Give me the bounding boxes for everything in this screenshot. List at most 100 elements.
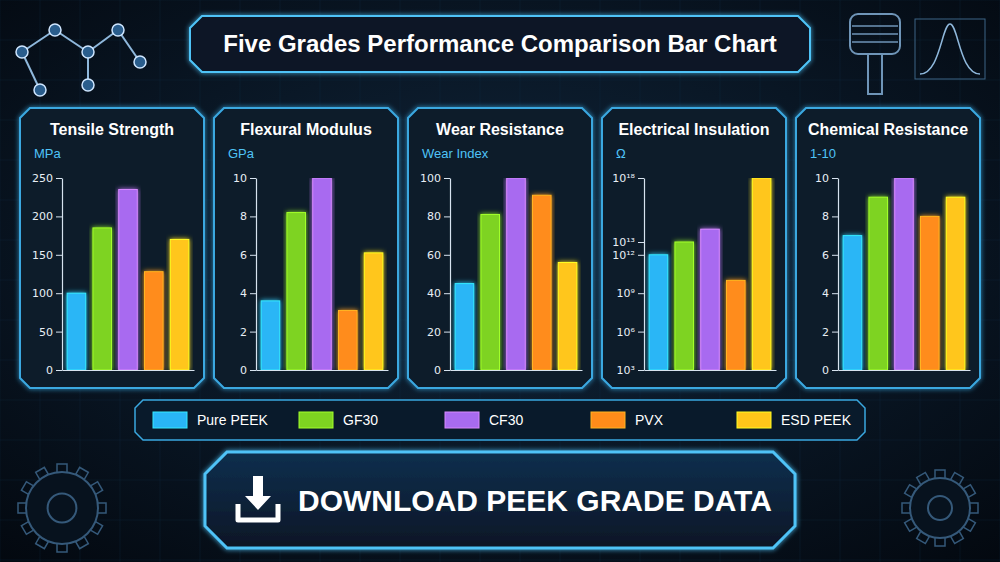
- y-tick: 80: [427, 210, 450, 223]
- panel: Chemical Resistance1-100246810: [796, 108, 980, 388]
- bar: [921, 216, 940, 370]
- x-axis-line: [645, 370, 777, 371]
- y-tick-mark: [638, 293, 644, 294]
- bar: [287, 213, 306, 370]
- y-tick-mark: [832, 178, 838, 179]
- gear-rim: [910, 478, 970, 538]
- bg-grid-line: [0, 80, 1000, 81]
- bar: [843, 236, 862, 370]
- molecule-atom: [49, 24, 61, 36]
- y-tick-mark: [638, 255, 644, 256]
- legend-swatch: [445, 412, 479, 428]
- y-tick-mark: [56, 216, 62, 217]
- y-axis-line: [62, 179, 63, 371]
- y-tick-label: 10⁶: [617, 326, 636, 339]
- x-axis: [63, 370, 195, 371]
- button-label[interactable]: DOWNLOAD PEEK GRADE DATA: [298, 484, 772, 517]
- y-tick-mark: [56, 178, 62, 179]
- y-tick-label: 2: [240, 326, 247, 339]
- icon-arrow[interactable]: [245, 476, 271, 510]
- y-tick-label: 10⁹: [617, 287, 635, 300]
- y-tick: 150: [32, 249, 62, 262]
- y-tick-mark: [638, 370, 644, 371]
- y-axis-title: GPa: [228, 146, 255, 161]
- x-axis-line: [839, 370, 971, 371]
- y-axis-title: Ω: [616, 146, 626, 161]
- bar: [649, 255, 668, 370]
- panel-title: Tensile Strength: [50, 121, 174, 138]
- y-axis-title: MPa: [34, 146, 62, 161]
- panel-frame: [214, 108, 398, 388]
- y-axis-line: [450, 179, 451, 371]
- y-tick-label: 0: [240, 364, 247, 377]
- y-axis-line: [838, 179, 839, 371]
- y-tick: 50: [39, 326, 62, 339]
- y-tick-mark: [250, 293, 256, 294]
- gear-icon: [902, 470, 978, 546]
- legend: Pure PEEKGF30CF30PVXESD PEEK: [135, 400, 865, 440]
- panel: Flexural ModulusGPa0246810: [214, 108, 398, 388]
- x-axis: [257, 370, 389, 371]
- y-tick: 4: [822, 287, 838, 300]
- y-tick-label: 40: [427, 287, 441, 300]
- y-tick: 0: [240, 364, 256, 377]
- y-tick: 250: [32, 172, 62, 185]
- y-tick-mark: [56, 293, 62, 294]
- bar: [675, 242, 694, 370]
- piston-icon: [850, 14, 985, 94]
- molecule-atom: [112, 24, 124, 36]
- legend-label: CF30: [489, 412, 523, 428]
- panel: Tensile StrengthMPa050100150200250: [20, 108, 204, 388]
- y-tick: 0: [46, 364, 62, 377]
- y-tick-label: 150: [32, 249, 53, 262]
- bar: [558, 262, 577, 370]
- y-tick-mark: [250, 255, 256, 256]
- x-axis: [839, 370, 971, 371]
- y-axis-title: 1-10: [810, 146, 836, 161]
- bar: [895, 178, 914, 370]
- y-tick: 2: [240, 326, 256, 339]
- y-tick-mark: [444, 370, 450, 371]
- y-tick: 60: [427, 249, 450, 262]
- title-box: [190, 16, 810, 72]
- x-axis: [645, 370, 777, 371]
- piston-ring: [852, 33, 898, 35]
- y-tick-label: 10³: [617, 364, 635, 377]
- y-tick-mark: [250, 332, 256, 333]
- download-button[interactable]: DOWNLOAD PEEK GRADE DATA: [205, 452, 795, 548]
- bar: [701, 229, 720, 370]
- y-tick: 10¹³: [612, 236, 644, 249]
- gear-rim: [26, 472, 98, 544]
- legend-label: Pure PEEK: [197, 412, 268, 428]
- bar: [507, 178, 526, 370]
- y-tick: 6: [240, 249, 256, 262]
- y-tick-mark: [638, 332, 644, 333]
- y-tick-mark: [444, 178, 450, 179]
- y-tick-mark: [56, 332, 62, 333]
- bars: [455, 178, 577, 370]
- panel-frame: [796, 108, 980, 388]
- download-icon[interactable]: [238, 476, 278, 520]
- y-tick-label: 4: [822, 287, 829, 300]
- y-tick-label: 250: [32, 172, 53, 185]
- bars: [843, 178, 965, 370]
- y-axis: 020406080100: [420, 172, 451, 377]
- legend-swatch: [153, 412, 187, 428]
- y-axis: 0246810: [815, 172, 839, 377]
- legend-label: GF30: [343, 412, 378, 428]
- y-tick: 10: [233, 172, 256, 185]
- y-tick-label: 10: [815, 172, 829, 185]
- decoration: [0, 0, 1000, 562]
- y-tick-mark: [638, 178, 644, 179]
- y-tick: 10: [815, 172, 838, 185]
- bar: [170, 239, 189, 370]
- y-tick-label: 10¹⁸: [612, 172, 635, 185]
- y-tick-label: 6: [240, 249, 247, 262]
- y-tick-mark: [832, 255, 838, 256]
- y-tick-mark: [832, 293, 838, 294]
- legend-swatch: [737, 412, 771, 428]
- y-tick: 10¹⁸: [612, 172, 644, 185]
- y-tick-mark: [444, 332, 450, 333]
- bar: [533, 195, 552, 370]
- button-frame[interactable]: [205, 452, 795, 548]
